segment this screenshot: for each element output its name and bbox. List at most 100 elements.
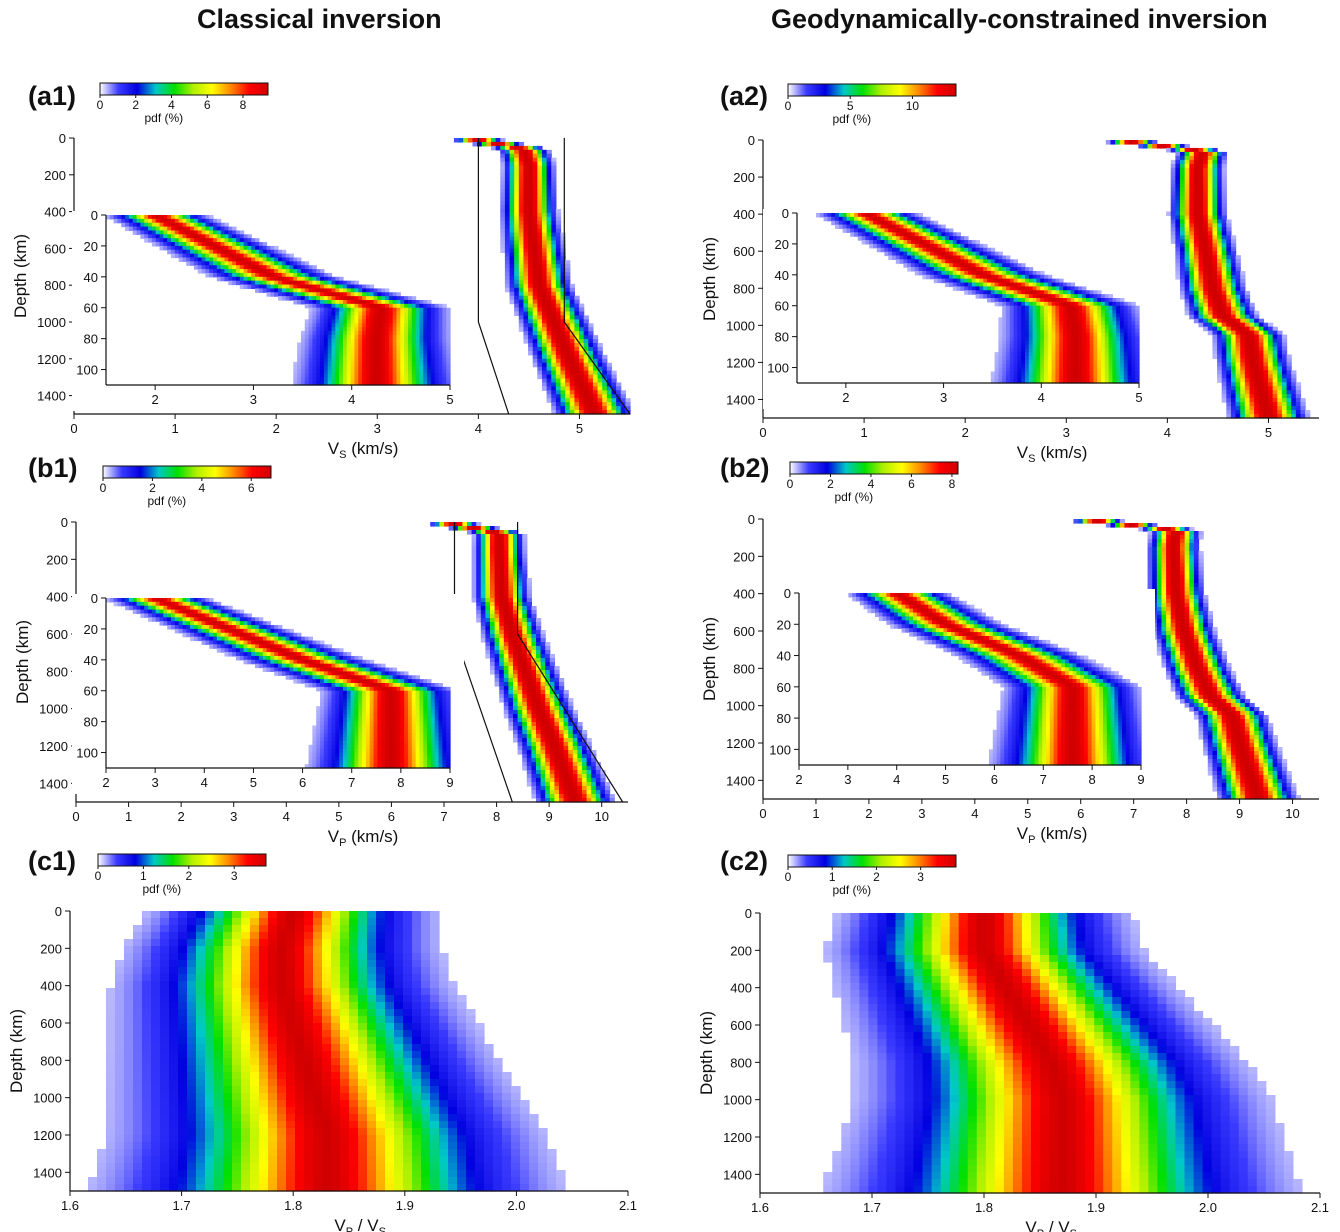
heatmap-a2-cell [1263, 374, 1269, 379]
heatmap-a1-cell [532, 335, 538, 340]
heatmap-a1-cell [592, 370, 599, 376]
heatmap-a2-cell [1175, 243, 1181, 248]
heatmap-a2-cell [1212, 171, 1218, 177]
inset-heatmap-a1-cell [266, 261, 271, 266]
heatmap-a2-cell [1105, 140, 1112, 145]
heatmap-a2-cell [1175, 223, 1181, 228]
inset-heatmap-a1-cell [247, 272, 252, 278]
inset-heatmap-a2-cell [911, 263, 916, 268]
heatmap-a2-cell [1147, 143, 1153, 149]
inset-heatmap-a2-cell [1025, 270, 1030, 276]
heatmap-a1-cell [597, 343, 603, 348]
inset-heatmap-a1-cell [216, 265, 222, 270]
inset-heatmap-a1-cell [327, 284, 333, 290]
inset-heatmap-a2-cell [1131, 313, 1136, 318]
heatmap-a1-cell [579, 327, 585, 332]
inset-heatmap-a1-cell [278, 257, 283, 262]
heatmap-a2-cell [1198, 322, 1204, 328]
inset-heatmap-a2-cell [846, 213, 851, 218]
inset-heatmap-a2-cell [1055, 298, 1060, 303]
heatmap-a2-cell [1217, 215, 1223, 221]
heatmap-a1-cell [504, 161, 511, 167]
inset-heatmap-a1-cell [209, 222, 214, 228]
inset-heatmap-a1-cell [304, 272, 310, 278]
heatmap-a1-cell [500, 173, 506, 179]
heatmap-a2-cell [1180, 167, 1186, 173]
heatmap-a2-cell [1268, 342, 1274, 348]
heatmap-a2-cell [1226, 227, 1232, 232]
inset-heatmap-a2-cell [987, 290, 992, 295]
inset-heatmap-a1-cell [312, 272, 317, 278]
inset-heatmap-a1-cell [354, 327, 359, 332]
heatmap-a2-cell [1170, 163, 1176, 169]
inset-heatmap-a2-cell [933, 240, 939, 245]
inset-heatmap-a1-cell [438, 327, 443, 332]
inset-heatmap-a1-cell [423, 311, 428, 317]
heatmap-a2-cell [1221, 215, 1227, 221]
inset-heatmap-a2-cell [914, 263, 920, 268]
inset-heatmap-a1-cell [316, 288, 321, 293]
heatmap-a1-cell [541, 173, 548, 179]
heatmap-a2-cell [1212, 231, 1218, 236]
heatmap-a1-cell [602, 366, 608, 372]
inset-heatmap-a1-cell [323, 373, 329, 378]
heatmap-a1-cell [546, 228, 552, 234]
inset-heatmap-a2-cell [998, 348, 1003, 353]
inset-heatmap-a2-cell [1074, 340, 1079, 345]
heatmap-a1-cell [518, 323, 525, 328]
inset-heatmap-a1-cell [193, 245, 199, 251]
inset-heatmap-a1-cell [358, 330, 363, 336]
heatmap-a2-cell [1184, 223, 1190, 228]
heatmap-a1-cell [523, 201, 529, 206]
heatmap-a2-cell [1244, 374, 1251, 379]
heatmap-a1-cell [532, 173, 538, 179]
inset-heatmap-a2-cell [838, 220, 844, 226]
heatmap-a1-cell [518, 295, 525, 301]
inset-heatmap-a2-cell [1013, 355, 1018, 361]
heatmap-a1-cell [528, 169, 534, 175]
heatmap-a2-cell [1258, 370, 1264, 375]
inset-heatmap-a1-cell [220, 257, 226, 262]
inset-heatmap-a1-cell [415, 369, 421, 375]
inset-heatmap-a2-cell [949, 270, 954, 276]
inset-heatmap-a1-cell [304, 323, 310, 328]
heatmap-a1-cell [560, 354, 566, 360]
heatmap-a1-cell [551, 354, 557, 360]
inset-heatmap-a2-cell [1044, 282, 1049, 288]
inset-heatmap-a1-cell [316, 311, 321, 317]
heatmap-a1-cell [518, 319, 525, 324]
prior-bound-upper [563, 138, 631, 415]
inset-heatmap-a2-cell [869, 243, 874, 249]
heatmap-a2-cell [1254, 358, 1260, 363]
inset-heatmap-a1-cell [430, 357, 436, 363]
heatmap-a1-cell [551, 315, 557, 320]
inset-heatmap-a1-cell [243, 269, 249, 274]
heatmap-a2-cell [1175, 151, 1181, 157]
heatmap-a1-cell [546, 153, 552, 159]
inset-heatmap-a1-cell [270, 253, 275, 259]
heatmap-a1-cell [551, 189, 557, 194]
inset-heatmap-a2-cell [1047, 336, 1053, 342]
inset-heatmap-a2-cell [930, 224, 935, 230]
heatmap-a1-cell [486, 138, 492, 143]
inset-heatmap-a2-cell [914, 236, 920, 241]
heatmap-a1-cell [565, 283, 571, 289]
heatmap-a2-cell [1207, 159, 1214, 165]
heatmap-a2-cell [1226, 294, 1232, 300]
heatmap-a2-cell [1263, 402, 1269, 407]
heatmap-a1-cell [537, 331, 543, 336]
inset-heatmap-a2-cell [1066, 332, 1072, 338]
inset-heatmap-a2-cell [1135, 352, 1140, 357]
inset-heatmap-a2-cell [937, 236, 942, 241]
heatmap-a1-cell [532, 232, 538, 238]
heatmap-a1-cell [569, 327, 575, 332]
heatmap-a2-cell [1277, 390, 1283, 395]
heatmap-a2-cell [1235, 322, 1241, 328]
inset-heatmap-a2-cell [850, 228, 855, 233]
inset-heatmap-a2-cell [1074, 359, 1079, 365]
inset-heatmap-a1-cell [358, 311, 363, 317]
colorbar-tick-label: 4 [168, 98, 175, 112]
inset-heatmap-a2-cell [1108, 352, 1113, 357]
inset-heatmap-a1-cell [106, 215, 111, 220]
inset-heatmap-a2-cell [888, 213, 893, 218]
